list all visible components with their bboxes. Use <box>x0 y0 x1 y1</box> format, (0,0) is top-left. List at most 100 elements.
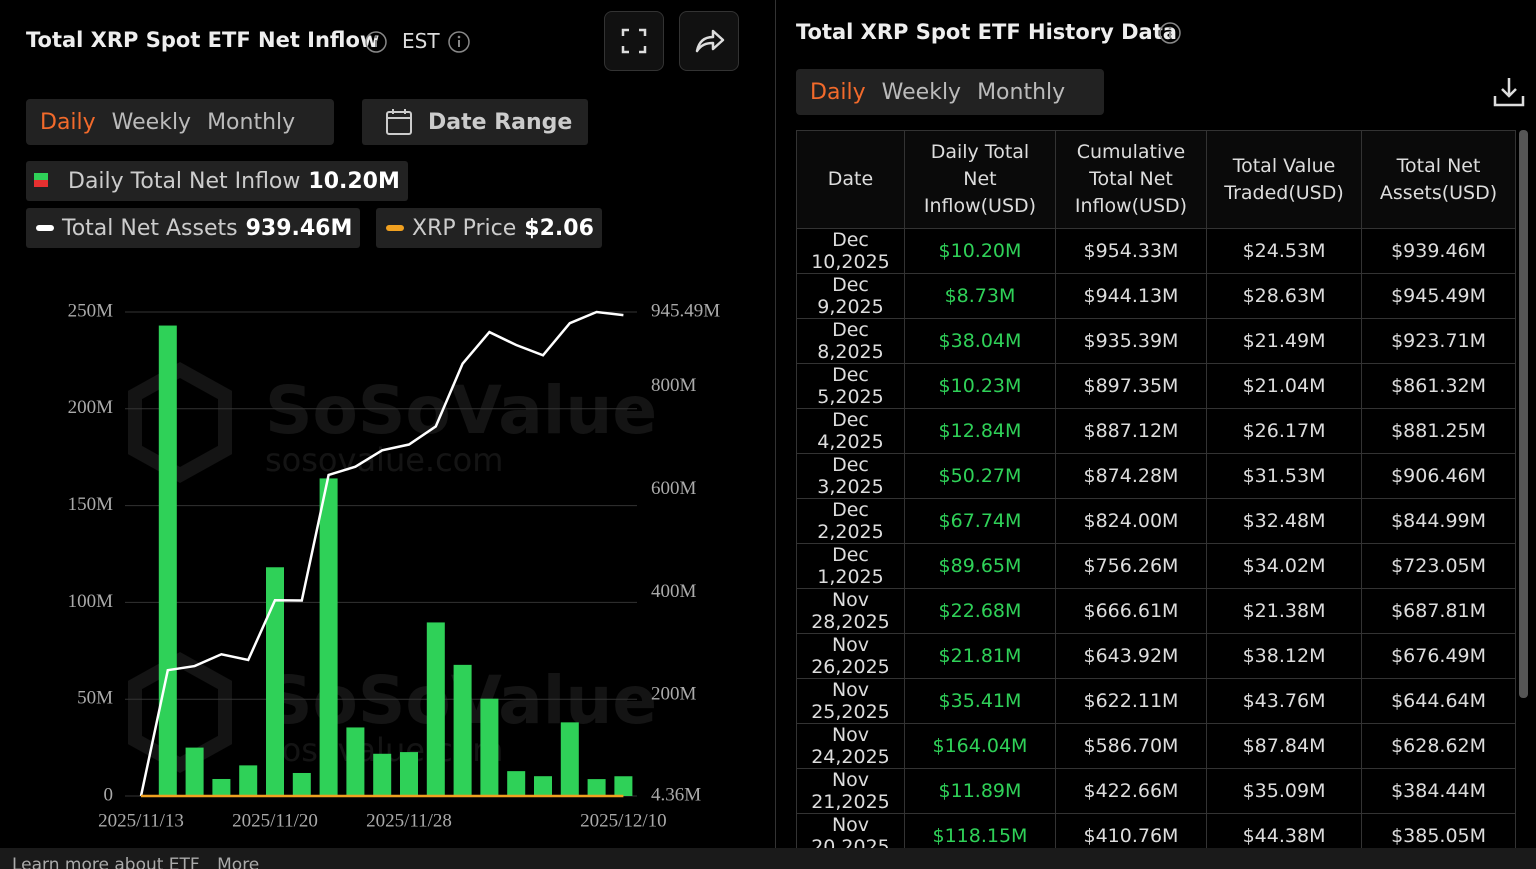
table-row: Dec 3,2025 $50.27M $874.28M $31.53M $906.46M <box>796 453 1516 499</box>
table-row: Dec 2,2025 $67.74M $824.00M $32.48M $844.99M <box>796 498 1516 544</box>
table-cell: $874.28M <box>1054 453 1207 499</box>
tab[interactable]: Daily <box>810 79 866 105</box>
x-tick-label: 2025/12/10 <box>580 810 667 831</box>
download-button[interactable] <box>1492 76 1526 108</box>
tab-bar: Daily Weekly Monthly <box>796 69 1104 115</box>
line <box>139 310 624 797</box>
legend-item: Daily Total Net Inflow 10.20M <box>26 161 408 201</box>
scrollbar[interactable] <box>1519 130 1528 698</box>
table-cell: $422.66M <box>1054 768 1207 814</box>
table-cell: $384.44M <box>1361 768 1516 814</box>
bar <box>400 752 418 796</box>
table-cell: $861.32M <box>1361 363 1516 409</box>
table-row: Dec 9,2025 $8.73M $944.13M $28.63M $945.49M <box>796 273 1516 319</box>
bar <box>560 722 579 796</box>
table-cell: $43.76M <box>1205 678 1363 724</box>
table-cell: $881.25M <box>1361 408 1516 454</box>
table-row: Dec 1,2025 $89.65M $756.26M $34.02M $723.05M <box>796 543 1516 589</box>
table-row: Nov 21,2025 $11.89M $422.66M $35.09M $384.44… <box>796 768 1516 814</box>
table-cell: $887.12M <box>1054 408 1207 454</box>
bar <box>426 622 445 796</box>
table-cell: Dec 2,2025 <box>796 498 905 544</box>
y2-tick-label: 600M <box>651 478 697 499</box>
table-cell: $944.13M <box>1054 273 1207 319</box>
table-cell: $906.46M <box>1361 453 1516 499</box>
tab[interactable]: Weekly <box>111 109 192 135</box>
table-cell: $10.20M <box>903 228 1056 274</box>
legend-value: 10.20M <box>308 168 400 194</box>
column-header: Daily Total Net Inflow(USD) <box>903 130 1056 229</box>
y2-tick-label: 200M <box>651 684 697 705</box>
bar <box>346 727 365 796</box>
table-cell: Dec 4,2025 <box>796 408 905 454</box>
bar <box>587 779 606 796</box>
column-header: Total Value Traded(USD) <box>1205 130 1363 229</box>
info-icon[interactable] <box>447 30 471 54</box>
y2-tick-label: 945.49M <box>651 300 720 321</box>
bar <box>614 776 633 796</box>
bar <box>453 664 472 796</box>
history-table: Date Daily Total Net Inflow(USD) Cumulativ… <box>796 130 1516 869</box>
tab[interactable]: Daily <box>40 109 96 135</box>
calendar-icon <box>386 109 412 135</box>
fullscreen-button[interactable] <box>604 11 664 71</box>
y-tick-label: 200M <box>68 397 114 418</box>
table-cell: $50.27M <box>903 453 1056 499</box>
table-cell: $723.05M <box>1361 543 1516 589</box>
panel-title: Total XRP Spot ETF History Data <box>796 20 1177 44</box>
table-row: Nov 26,2025 $21.81M $643.92M $38.12M $676.49… <box>796 633 1516 679</box>
share-button[interactable] <box>679 11 739 71</box>
table-cell: $824.00M <box>1054 498 1207 544</box>
legend-item: XRP Price $2.06 <box>376 208 602 248</box>
table-cell: $622.11M <box>1054 678 1207 724</box>
table-cell: $10.23M <box>903 363 1056 409</box>
table-cell: $21.81M <box>903 633 1056 679</box>
table-cell: $844.99M <box>1361 498 1516 544</box>
legend-swatch <box>36 225 54 231</box>
bar <box>319 478 338 796</box>
tab[interactable]: Weekly <box>881 79 962 105</box>
tab-bar: Daily Weekly Monthly <box>26 99 334 145</box>
tab[interactable]: Monthly <box>207 109 296 135</box>
table-cell: $26.17M <box>1205 408 1363 454</box>
watermark-logo <box>128 361 232 484</box>
info-icon[interactable] <box>364 30 388 54</box>
tab[interactable]: Monthly <box>977 79 1066 105</box>
info-icon[interactable] <box>1158 21 1182 45</box>
y-tick-label: 0 <box>104 784 114 805</box>
table-cell: $31.53M <box>1205 453 1363 499</box>
table-cell: Nov 26,2025 <box>796 633 905 679</box>
table-cell: Nov 24,2025 <box>796 723 905 769</box>
table-cell: $935.39M <box>1054 318 1207 364</box>
table-cell: $11.89M <box>903 768 1056 814</box>
table-row: Dec 4,2025 $12.84M $887.12M $26.17M $881.25M <box>796 408 1516 454</box>
bar <box>292 772 311 796</box>
table-cell: $628.62M <box>1361 723 1516 769</box>
table-cell: Dec 5,2025 <box>796 363 905 409</box>
table-cell: $954.33M <box>1054 228 1207 274</box>
y-tick-label: 50M <box>77 688 113 709</box>
table-cell: $24.53M <box>1205 228 1363 274</box>
watermark: SoSoValue <box>265 372 657 449</box>
chart: SoSoValuesosovalue.comSoSoValuesosovalue… <box>68 300 721 831</box>
legend-value: $2.06 <box>524 215 594 241</box>
watermark: sosovalue.com <box>265 441 503 479</box>
footer-link[interactable]: More <box>217 855 260 869</box>
table-cell: $897.35M <box>1054 363 1207 409</box>
bar <box>373 753 392 796</box>
table-cell: $643.92M <box>1054 633 1207 679</box>
timezone[interactable]: EST <box>402 29 440 53</box>
table-cell: $676.49M <box>1361 633 1516 679</box>
table-cell: $38.12M <box>1205 633 1363 679</box>
y2-tick-label: 400M <box>651 581 697 602</box>
watermark-logo <box>128 651 232 774</box>
legend-value: 939.46M <box>245 215 353 241</box>
share-icon <box>695 29 725 53</box>
legend-item: Total Net Assets 939.46M <box>26 208 361 248</box>
table-cell: $756.26M <box>1054 543 1207 589</box>
panel-title: Total XRP Spot ETF Net Inflow <box>26 28 380 52</box>
table-cell: Dec 9,2025 <box>796 273 905 319</box>
date-range-button[interactable]: Date Range <box>362 99 588 145</box>
column-header: Cumulative Total Net Inflow(USD) <box>1054 130 1207 229</box>
